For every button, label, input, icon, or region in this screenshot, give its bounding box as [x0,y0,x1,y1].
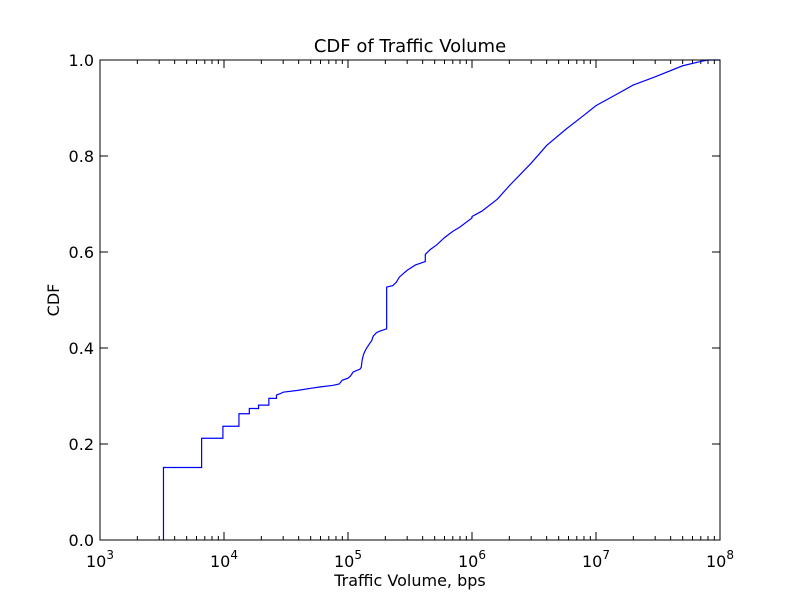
x-tick-label: 106 [458,548,486,571]
y-tick-label: 0.4 [69,339,94,358]
x-tick-label-base: 10 [334,552,354,571]
x-tick-label: 108 [706,548,734,571]
x-tick-label: 105 [334,548,362,571]
x-tick-label-exponent: 3 [106,548,114,562]
x-tick-label: 104 [210,548,238,571]
x-tick-label-exponent: 7 [602,548,610,562]
plot-frame [99,59,721,541]
x-tick-label-base: 10 [86,552,106,571]
y-tick-label: 0.2 [69,435,94,454]
x-tick-label-exponent: 4 [230,548,238,562]
y-tick-label: 1.0 [69,51,94,70]
y-axis-title: CDF [44,284,63,317]
x-tick-label-base: 10 [706,552,726,571]
x-tick-label-base: 10 [458,552,478,571]
x-tick-label: 107 [582,548,610,571]
x-axis-title: Traffic Volume, bps [333,571,485,590]
x-tick-label-exponent: 6 [478,548,486,562]
x-tick-label-exponent: 8 [726,548,734,562]
x-tick-label-exponent: 5 [354,548,362,562]
cdf-series-line [162,59,720,540]
y-tick-label: 0.8 [69,147,94,166]
y-tick-label: 0.0 [69,531,94,550]
chart-title: CDF of Traffic Volume [314,36,506,57]
x-tick-label-base: 10 [210,552,230,571]
x-tick-label: 103 [86,548,114,571]
x-tick-label-base: 10 [582,552,602,571]
y-tick-label: 0.6 [69,243,94,262]
series-layer [162,59,720,540]
